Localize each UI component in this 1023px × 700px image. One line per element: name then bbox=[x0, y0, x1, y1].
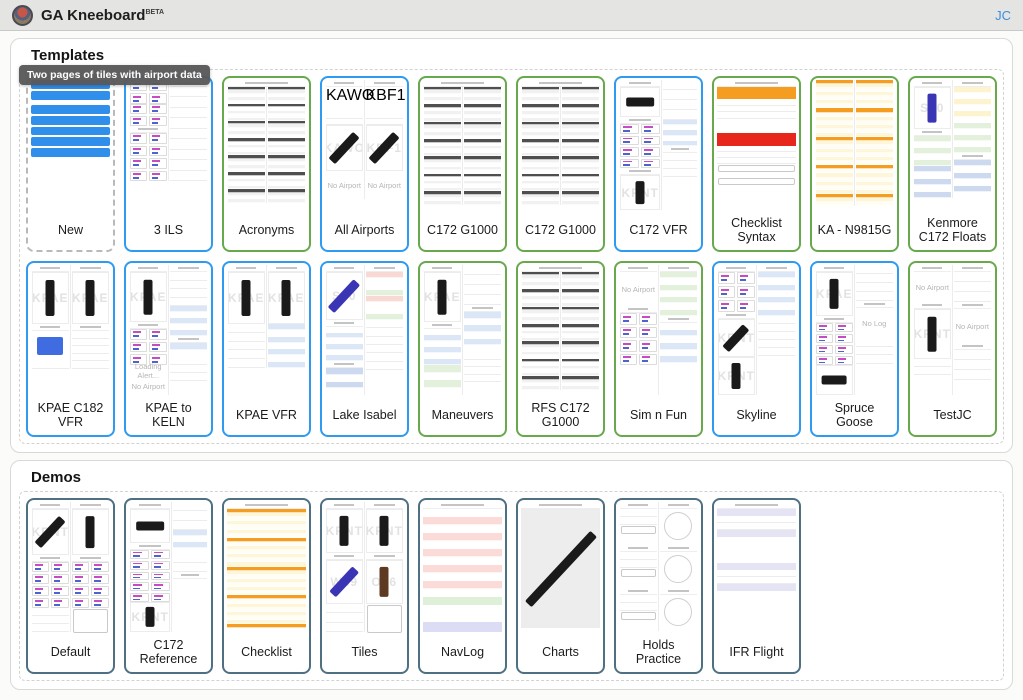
templates-grid: New 3 ILS Acronyms KAWOKAWONo AirportKBF1KB… bbox=[26, 76, 997, 437]
card-thumbnail bbox=[420, 500, 505, 634]
card-label: KA - N9815G bbox=[817, 223, 892, 237]
card-thumbnail: KPAEKPAE bbox=[28, 263, 113, 397]
card-label: C172 VFR bbox=[629, 223, 688, 237]
template-card[interactable]: KRNTKRNT Skyline bbox=[712, 261, 801, 437]
card-thumbnail bbox=[714, 78, 799, 212]
card-thumbnail bbox=[518, 78, 603, 212]
demo-card[interactable]: Charts bbox=[516, 498, 605, 674]
card-label: KPAE C182 VFR bbox=[37, 401, 104, 429]
template-card[interactable]: KA - N9815G bbox=[810, 76, 899, 252]
template-card[interactable]: RFS C172 G1000 bbox=[516, 261, 605, 437]
card-label: C172 G1000 bbox=[525, 223, 596, 237]
card-label: KPAE VFR bbox=[236, 408, 297, 422]
card-label: New bbox=[57, 223, 83, 237]
card-thumbnail bbox=[616, 500, 701, 634]
card-label: Holds Practice bbox=[635, 638, 682, 666]
demos-grid: KRNT Default KRNT C172 Reference Checklist KR… bbox=[26, 498, 997, 674]
template-card[interactable]: KRNT C172 VFR bbox=[614, 76, 703, 252]
card-thumbnail: KRNT bbox=[28, 500, 113, 634]
demo-card[interactable]: NavLog bbox=[418, 498, 507, 674]
demo-card[interactable]: KRNTW39KRNTO26 Tiles bbox=[320, 498, 409, 674]
card-thumbnail bbox=[518, 263, 603, 397]
card-label: IFR Flight bbox=[729, 645, 784, 659]
template-card[interactable]: KAWOKAWONo AirportKBF1KBF1No Airport All … bbox=[320, 76, 409, 252]
templates-section-title: Templates bbox=[31, 47, 105, 64]
card-thumbnail: No Airport bbox=[616, 263, 701, 397]
template-card[interactable]: KPAELoading Alert...No Airport KPAE to KE… bbox=[124, 261, 213, 437]
card-label: Skyline bbox=[736, 408, 777, 422]
card-label: C172 G1000 bbox=[427, 223, 498, 237]
demo-card[interactable]: IFR Flight bbox=[712, 498, 801, 674]
card-thumbnail: KPAELoading Alert...No Airport bbox=[126, 263, 211, 397]
template-card[interactable]: New bbox=[26, 76, 115, 252]
demos-dropzone: KRNT Default KRNT C172 Reference Checklist KR… bbox=[19, 491, 1004, 681]
card-label: TestJC bbox=[933, 408, 972, 422]
beta-badge: BETA bbox=[145, 8, 165, 16]
card-thumbnail: KPAEKPAE bbox=[224, 263, 309, 397]
templates-dropzone: New 3 ILS Acronyms KAWOKAWONo AirportKBF1KB… bbox=[19, 69, 1004, 444]
card-label: C172 Reference bbox=[139, 638, 198, 666]
card-label: Acronyms bbox=[238, 223, 295, 237]
card-label: Default bbox=[50, 645, 91, 659]
card-thumbnail: No AirportKRNTNo Airport bbox=[910, 263, 995, 397]
card-label: Kenmore C172 Floats bbox=[918, 216, 987, 244]
template-card[interactable]: C172 G1000 bbox=[516, 76, 605, 252]
demo-card[interactable]: KRNT Default bbox=[26, 498, 115, 674]
card-thumbnail bbox=[420, 78, 505, 212]
card-thumbnail bbox=[714, 500, 799, 634]
card-label: KPAE to KELN bbox=[145, 401, 192, 429]
card-thumbnail bbox=[28, 78, 113, 212]
card-label: NavLog bbox=[440, 645, 485, 659]
card-label: Sim n Fun bbox=[630, 408, 687, 422]
card-thumbnail: KPAE bbox=[420, 263, 505, 397]
card-label: Checklist bbox=[241, 645, 292, 659]
card-thumbnail: KRNTW39KRNTO26 bbox=[322, 500, 407, 634]
app-header: GA KneeboardBETA JC bbox=[0, 0, 1023, 31]
template-card[interactable]: KPAENo Log Spruce Goose bbox=[810, 261, 899, 437]
demo-card[interactable]: Holds Practice bbox=[614, 498, 703, 674]
card-label: All Airports bbox=[334, 223, 395, 237]
template-card[interactable]: C172 G1000 bbox=[418, 76, 507, 252]
card-thumbnail bbox=[224, 78, 309, 212]
template-card[interactable]: KPAEKPAE KPAE C182 VFR bbox=[26, 261, 115, 437]
template-card[interactable]: Checklist Syntax bbox=[712, 76, 801, 252]
template-card[interactable]: S60 Kenmore C172 Floats bbox=[908, 76, 997, 252]
template-card[interactable]: No AirportKRNTNo Airport TestJC bbox=[908, 261, 997, 437]
card-thumbnail: KRNTKRNT bbox=[714, 263, 799, 397]
template-card[interactable]: No Airport Sim n Fun bbox=[614, 261, 703, 437]
card-thumbnail bbox=[812, 78, 897, 212]
card-label: Checklist Syntax bbox=[731, 216, 782, 244]
template-card[interactable]: KPAEKPAE KPAE VFR bbox=[222, 261, 311, 437]
card-label: RFS C172 G1000 bbox=[531, 401, 590, 429]
app-logo-icon bbox=[12, 4, 33, 26]
app-title: GA KneeboardBETA bbox=[41, 6, 165, 24]
template-card[interactable]: 3 ILS bbox=[124, 76, 213, 252]
card-thumbnail: S60 bbox=[910, 78, 995, 212]
card-label: Maneuvers bbox=[431, 408, 494, 422]
card-thumbnail bbox=[224, 500, 309, 634]
card-label: 3 ILS bbox=[153, 223, 184, 237]
tooltip: Two pages of tiles with airport data bbox=[19, 65, 210, 85]
card-thumbnail: S60 bbox=[322, 263, 407, 397]
card-thumbnail bbox=[518, 500, 603, 634]
user-menu-button[interactable]: JC bbox=[995, 7, 1011, 23]
card-thumbnail: KRNT bbox=[616, 78, 701, 212]
demos-section-title: Demos bbox=[31, 469, 82, 486]
card-label: Charts bbox=[542, 645, 579, 659]
card-label: Spruce Goose bbox=[834, 401, 875, 429]
demos-section: Demos KRNT Default KRNT C172 Reference Check… bbox=[10, 460, 1013, 690]
template-card[interactable]: S60 Lake Isabel bbox=[320, 261, 409, 437]
demo-card[interactable]: Checklist bbox=[222, 498, 311, 674]
card-thumbnail: KAWOKAWONo AirportKBF1KBF1No Airport bbox=[322, 78, 407, 212]
card-label: Tiles bbox=[351, 645, 378, 659]
demo-card[interactable]: KRNT C172 Reference bbox=[124, 498, 213, 674]
templates-section: Two pages of tiles with airport data Tem… bbox=[10, 38, 1013, 453]
card-thumbnail: KPAENo Log bbox=[812, 263, 897, 397]
card-thumbnail: KRNT bbox=[126, 500, 211, 634]
card-thumbnail bbox=[126, 78, 211, 212]
template-card[interactable]: Acronyms bbox=[222, 76, 311, 252]
card-label: Lake Isabel bbox=[332, 408, 397, 422]
template-card[interactable]: KPAE Maneuvers bbox=[418, 261, 507, 437]
